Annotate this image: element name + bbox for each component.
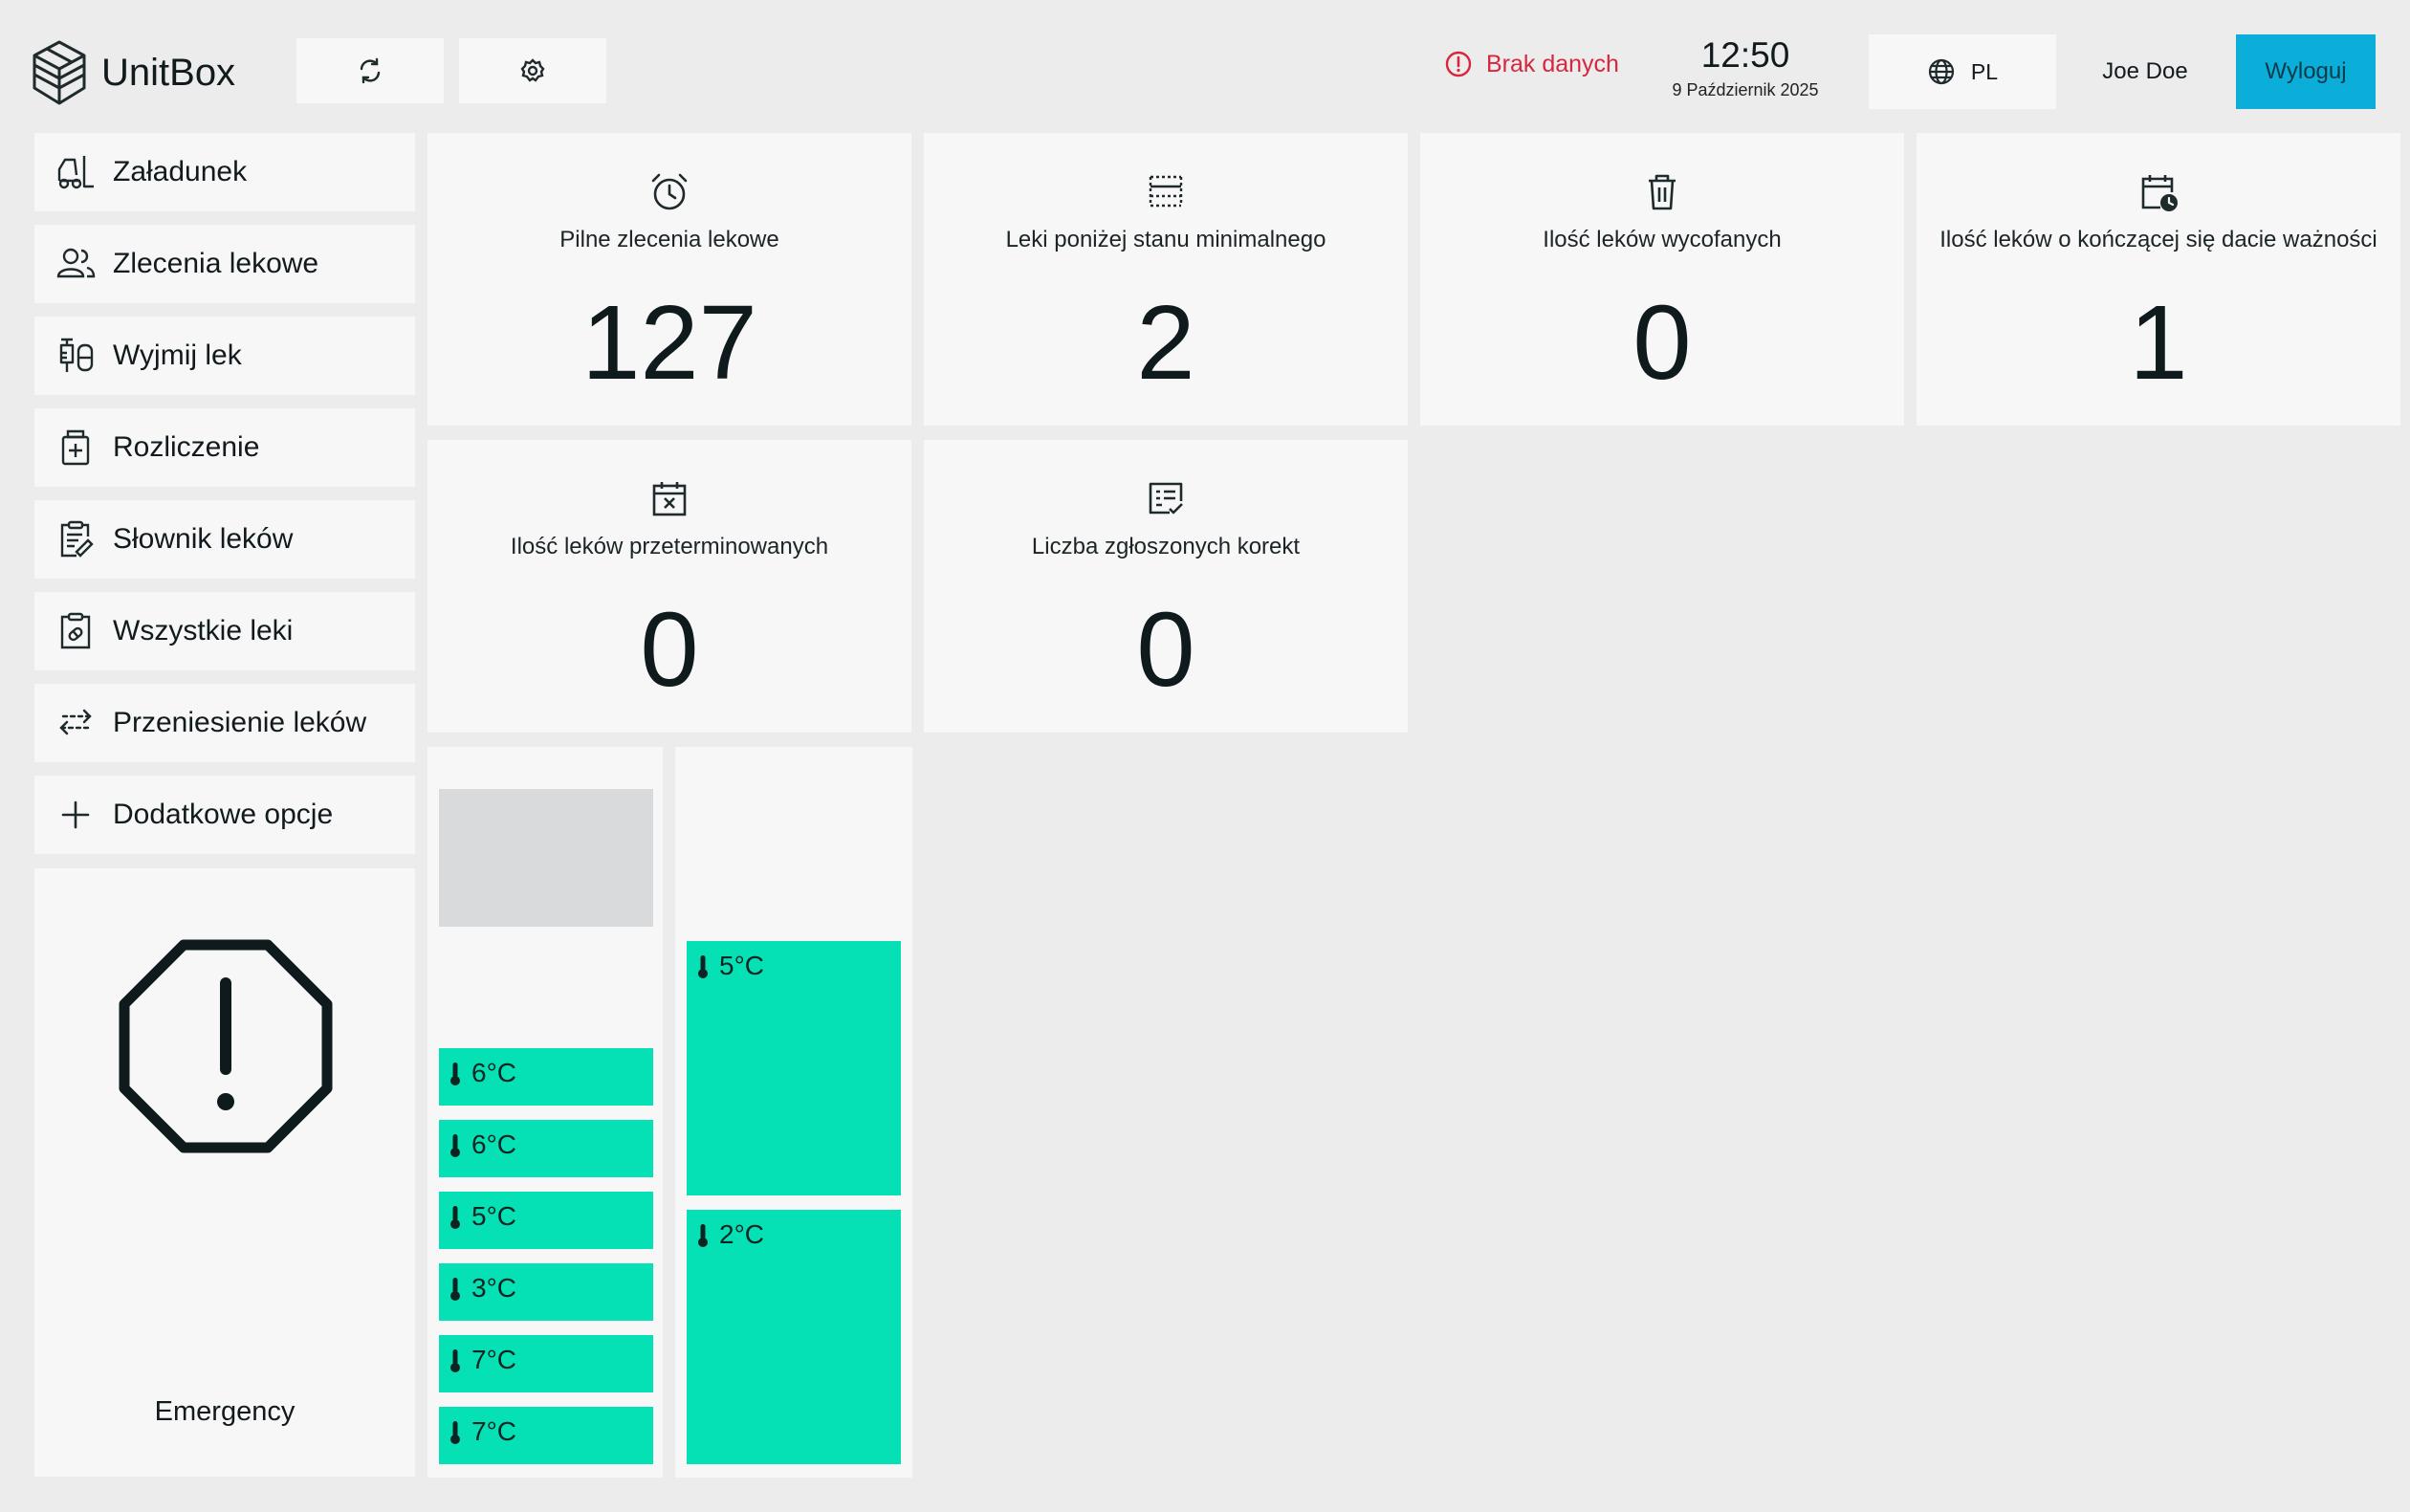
stat-value: 0 xyxy=(1632,284,1692,402)
thermometer-icon xyxy=(450,1206,460,1229)
users-icon xyxy=(55,244,96,284)
stat-card-withdrawn[interactable]: Ilość leków wycofanych 0 xyxy=(1420,133,1904,426)
temperature-slot[interactable]: 3°C xyxy=(439,1263,653,1321)
sidebar-item-wszystkie-leki[interactable]: Wszystkie leki xyxy=(34,592,415,670)
emergency-octagon-icon xyxy=(119,939,333,1153)
stat-value: 127 xyxy=(581,284,757,402)
stat-card-expired[interactable]: Ilość leków przeterminowanych 0 xyxy=(427,440,911,733)
sidebar-item-label: Dodatkowe opcje xyxy=(113,799,334,830)
stat-value: 1 xyxy=(2129,284,2188,402)
thermometer-icon xyxy=(450,1349,460,1372)
sidebar-item-zlecenia[interactable]: Zlecenia lekowe xyxy=(34,225,415,303)
transfer-icon xyxy=(55,703,96,743)
sidebar-item-slownik[interactable]: Słownik leków xyxy=(34,500,415,579)
settings-icon xyxy=(520,58,545,82)
alert-circle-icon xyxy=(1445,51,1472,77)
temperature-slot[interactable]: 6°C xyxy=(439,1048,653,1106)
clipboard-pill-icon xyxy=(55,611,96,651)
settings-button[interactable] xyxy=(459,38,606,103)
emergency-label: Emergency xyxy=(154,1396,296,1427)
sidebar-item-label: Wyjmij lek xyxy=(113,340,242,371)
sidebar-item-label: Słownik leków xyxy=(113,523,294,555)
temperature-slot[interactable]: 7°C xyxy=(439,1335,653,1392)
thermometer-icon xyxy=(698,1224,708,1247)
temperature-value: 7°C xyxy=(471,1416,516,1446)
temperature-value: 5°C xyxy=(719,951,764,980)
stat-value: 2 xyxy=(1136,284,1195,402)
clipboard-edit-icon xyxy=(55,519,96,559)
temperature-slot[interactable]: 5°C xyxy=(439,1192,653,1249)
temperature-value: 3°C xyxy=(471,1273,516,1303)
calendar-clock-icon xyxy=(2141,175,2178,211)
sidebar-item-label: Wszystkie leki xyxy=(113,615,294,646)
stat-title: Pilne zlecenia lekowe xyxy=(559,227,779,252)
stat-card-urgent-orders[interactable]: Pilne zlecenia lekowe 127 xyxy=(427,133,911,426)
status-text: Brak danych xyxy=(1486,50,1619,77)
temperature-value: 6°C xyxy=(471,1129,516,1159)
stat-title: Leki poniżej stanu minimalnego xyxy=(1005,227,1326,252)
sidebar-item-label: Zlecenia lekowe xyxy=(113,248,319,279)
stat-value: 0 xyxy=(1136,591,1195,709)
sidebar-item-label: Załadunek xyxy=(113,156,248,187)
min-level-icon xyxy=(1149,175,1183,208)
temperature-slot-large[interactable]: 2°C xyxy=(687,1210,901,1464)
temperature-slot[interactable]: 7°C xyxy=(439,1407,653,1464)
thermometer-icon xyxy=(450,1063,460,1085)
temperature-value: 2°C xyxy=(719,1219,764,1249)
logout-button[interactable]: Wyloguj xyxy=(2236,34,2376,109)
sidebar-item-label: Przeniesienie leków xyxy=(113,707,367,738)
temperature-slot-large[interactable]: 5°C xyxy=(687,941,901,1195)
alarm-clock-icon xyxy=(651,173,688,210)
language-label: PL xyxy=(1970,58,1999,84)
app-name: UnitBox xyxy=(101,51,236,94)
clock-date: 9 Październik 2025 xyxy=(1672,80,1819,99)
report-check-icon xyxy=(1149,482,1183,515)
sidebar-item-przeniesienie[interactable]: Przeniesienie leków xyxy=(34,684,415,762)
sidebar-item-rozliczenie[interactable]: Rozliczenie xyxy=(34,408,415,487)
plus-icon xyxy=(55,795,96,835)
stat-title: Ilość leków o kończącej się dacie ważnoś… xyxy=(1939,227,2377,252)
trash-icon xyxy=(1649,174,1676,210)
stat-title: Ilość leków wycofanych xyxy=(1543,227,1782,252)
emergency-button[interactable]: Emergency xyxy=(34,868,415,1477)
language-selector[interactable]: PL xyxy=(1869,34,2056,109)
stat-card-expiring[interactable]: Ilość leków o kończącej się dacie ważnoś… xyxy=(1917,133,2400,426)
sidebar-item-label: Rozliczenie xyxy=(113,431,260,463)
sidebar-item-wyjmij-lek[interactable]: Wyjmij lek xyxy=(34,317,415,395)
app-logo: UnitBox xyxy=(31,34,235,111)
temperature-value: 7°C xyxy=(471,1345,516,1374)
stat-card-below-minimum[interactable]: Leki poniżej stanu minimalnego 2 xyxy=(924,133,1408,426)
temperature-slot[interactable]: 6°C xyxy=(439,1120,653,1177)
refresh-button[interactable] xyxy=(296,38,444,103)
thermometer-icon xyxy=(450,1278,460,1301)
thermometer-icon xyxy=(450,1134,460,1157)
sidebar-item-dodatkowe-opcje[interactable]: Dodatkowe opcje xyxy=(34,776,415,854)
thermometer-icon xyxy=(698,955,708,978)
globe-icon xyxy=(1928,58,1955,85)
calendar-x-icon xyxy=(652,482,687,516)
sidebar-item-zaladunek[interactable]: Załadunek xyxy=(34,133,415,211)
thermometer-icon xyxy=(450,1421,460,1444)
medical-bag-icon xyxy=(55,427,96,468)
stat-value: 0 xyxy=(640,591,699,709)
clock-time: 12:50 xyxy=(1700,35,1790,75)
stat-card-corrections[interactable]: Liczba zgłoszonych korekt 0 xyxy=(924,440,1408,733)
stat-title: Ilość leków przeterminowanych xyxy=(510,534,829,559)
user-name: Joe Doe xyxy=(2102,58,2188,84)
temperature-value: 6°C xyxy=(471,1058,516,1087)
refresh-icon xyxy=(360,57,381,84)
clock: 12:50 9 Październik 2025 xyxy=(1645,36,1846,100)
temperature-value: 5°C xyxy=(471,1201,516,1231)
stat-title: Liczba zgłoszonych korekt xyxy=(1031,534,1301,559)
storage-slot-inactive xyxy=(439,789,653,927)
forklift-icon xyxy=(55,152,96,192)
data-status: Brak danych xyxy=(1444,50,1619,78)
syringe-icon xyxy=(55,336,96,376)
cube-logo-icon xyxy=(33,40,86,105)
